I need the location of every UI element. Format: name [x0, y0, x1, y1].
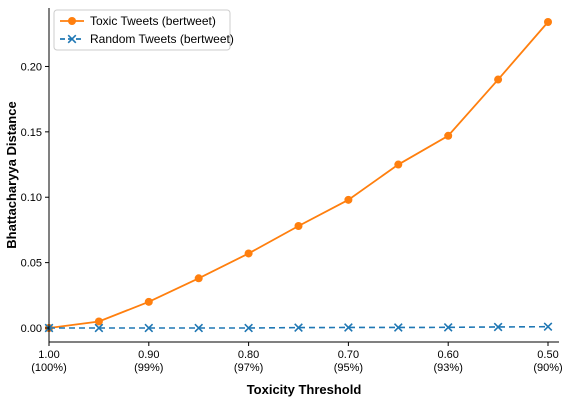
data-point	[494, 75, 503, 84]
data-point	[244, 323, 253, 333]
series-line-0	[48, 21, 549, 329]
y-tick-label: 0.10	[21, 192, 42, 204]
data-point	[144, 297, 153, 306]
data-point	[543, 322, 553, 332]
x-tick-sublabel: (90%)	[533, 362, 562, 374]
axes	[48, 8, 559, 343]
y-ticks: 0.00 0.05 0.10 0.15 0.20	[21, 61, 49, 335]
data-point	[344, 323, 353, 332]
data-point	[344, 195, 353, 204]
data-point	[144, 323, 154, 333]
x-tick-label: 0.70	[338, 349, 359, 361]
data-point	[194, 323, 204, 333]
data-point	[394, 160, 403, 169]
data-point	[294, 323, 303, 332]
legend-label-1: Random Tweets (bertweet)	[90, 32, 234, 46]
data-point	[393, 323, 403, 332]
y-tick-label: 0.15	[21, 127, 42, 139]
y-axis-title: Bhattacharyya Distance	[4, 101, 19, 248]
x-axis-title: Toxicity Threshold	[247, 382, 362, 397]
x-tick-sublabel: (97%)	[234, 362, 263, 374]
y-tick-label: 0.20	[21, 61, 42, 73]
x-tick-sublabel: (93%)	[434, 362, 463, 374]
x-tick-sublabel: (95%)	[334, 362, 363, 374]
x-tick-sublabel: (100%)	[31, 362, 66, 374]
x-ticks: 1.00(100%) 0.90(99%) 0.80(97%) 0.70(95%) 0.6…	[31, 342, 563, 374]
plot-area	[44, 18, 553, 333]
x-tick-label: 0.90	[138, 349, 159, 361]
data-point	[94, 317, 103, 326]
series-line-1	[49, 325, 549, 329]
x-tick-label: 1.00	[38, 349, 59, 361]
data-point	[444, 131, 453, 140]
series-1	[44, 322, 553, 333]
x-tick-label: 0.60	[437, 349, 458, 361]
data-point	[493, 322, 503, 332]
legend-marker-1	[67, 34, 77, 44]
data-point	[194, 274, 203, 283]
data-point	[544, 18, 552, 26]
x-tick-sublabel: (99%)	[134, 362, 163, 374]
x-tick-label: 0.50	[537, 349, 558, 361]
data-point	[244, 249, 253, 258]
y-tick-label: 0.05	[21, 258, 42, 270]
series-0	[45, 18, 552, 332]
y-tick-label: 0.00	[21, 323, 42, 335]
x-tick-label: 0.80	[238, 349, 259, 361]
legend-label-0: Toxic Tweets (bertweet)	[90, 14, 216, 28]
legend-marker-0	[68, 17, 76, 25]
data-point	[443, 322, 453, 332]
data-point	[294, 222, 303, 230]
legend-frame	[53, 9, 231, 51]
legend: Toxic Tweets (bertweet) Random Tweets (be…	[53, 9, 234, 51]
data-point	[94, 323, 104, 333]
